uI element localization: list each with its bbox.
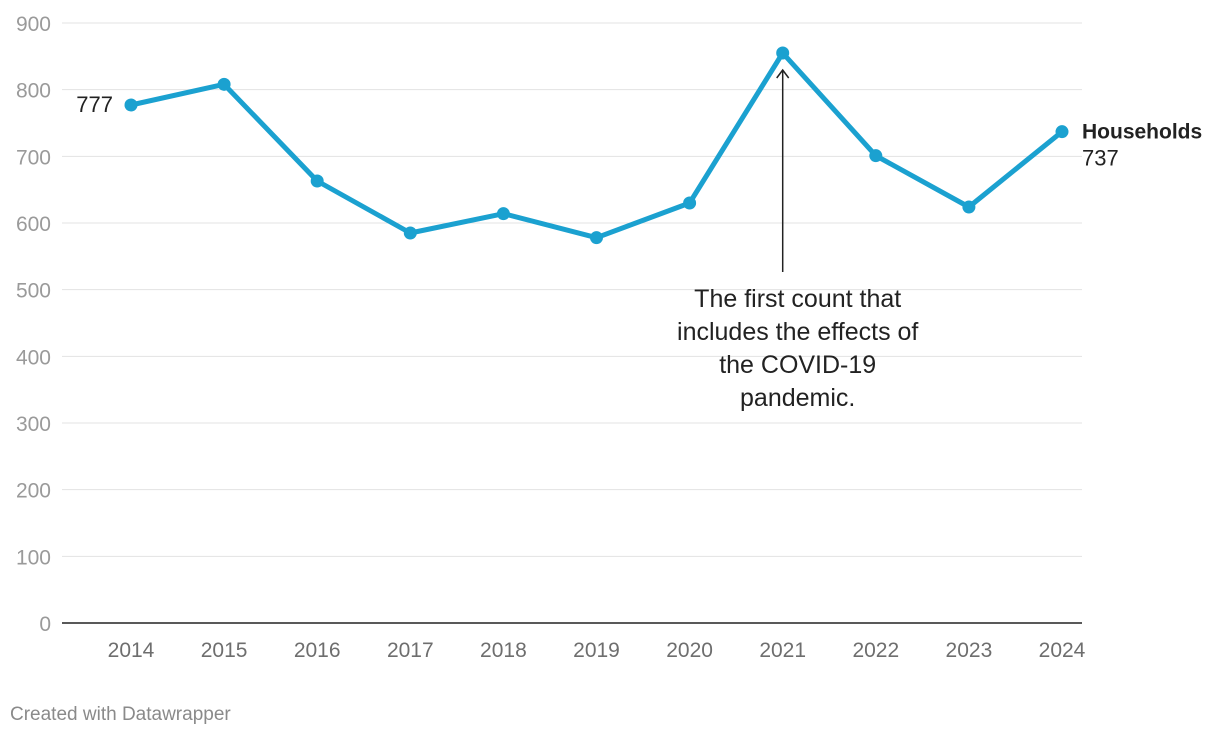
- data-point: [124, 98, 138, 112]
- y-tick-label: 200: [16, 480, 51, 503]
- data-point: [776, 46, 790, 60]
- y-tick-label: 0: [39, 613, 51, 636]
- x-tick-label: 2018: [480, 639, 527, 662]
- gridlines: [62, 22, 1082, 624]
- x-tick-label: 2014: [108, 639, 155, 662]
- x-tick-label: 2020: [666, 639, 713, 662]
- y-tick-label: 900: [16, 13, 51, 36]
- data-point: [683, 196, 697, 210]
- y-tick-label: 800: [16, 80, 51, 103]
- x-tick-label: 2022: [852, 639, 899, 662]
- annotation-text-line: the COVID-19: [719, 351, 876, 379]
- annotation-text-line: includes the effects of: [677, 318, 918, 346]
- data-point: [1055, 125, 1069, 139]
- data-point: [310, 174, 324, 188]
- data-point: [962, 200, 976, 214]
- x-tick-label: 2021: [759, 639, 806, 662]
- start-value-label: 777: [76, 92, 113, 117]
- annotation: The first count that includes the effects…: [677, 68, 918, 412]
- x-tick-label: 2024: [1039, 639, 1086, 662]
- y-axis-ticks: 0 100 200 300 400 500 600 700 800 900: [16, 13, 51, 636]
- data-point: [403, 226, 417, 240]
- end-value-label: 737: [1082, 146, 1119, 171]
- annotation-text-line: pandemic.: [740, 384, 855, 412]
- y-tick-label: 400: [16, 346, 51, 369]
- y-tick-label: 300: [16, 413, 51, 436]
- y-tick-label: 100: [16, 546, 51, 569]
- y-tick-label: 500: [16, 280, 51, 303]
- series-name-label: Households: [1082, 121, 1202, 144]
- x-tick-label: 2015: [201, 639, 248, 662]
- y-tick-label: 700: [16, 146, 51, 169]
- data-point: [590, 231, 603, 245]
- series-households: [124, 46, 1069, 245]
- data-point: [869, 149, 883, 163]
- data-point: [496, 207, 510, 221]
- x-tick-label: 2017: [387, 639, 434, 662]
- data-point: [217, 77, 231, 91]
- y-tick-label: 600: [16, 213, 51, 236]
- annotation-arrowhead: [776, 68, 790, 79]
- series-line-households: [128, 50, 1065, 241]
- annotation-text-line: The first count that: [694, 285, 901, 313]
- x-tick-label: 2023: [946, 639, 993, 662]
- x-tick-label: 2016: [294, 639, 341, 662]
- footer-credit: Created with Datawrapper: [10, 704, 231, 725]
- x-tick-label: 2019: [573, 639, 620, 662]
- x-axis-ticks: 2014 2015 2016 2017 2018 2019 2020 2021 2022 2023…: [108, 639, 1086, 662]
